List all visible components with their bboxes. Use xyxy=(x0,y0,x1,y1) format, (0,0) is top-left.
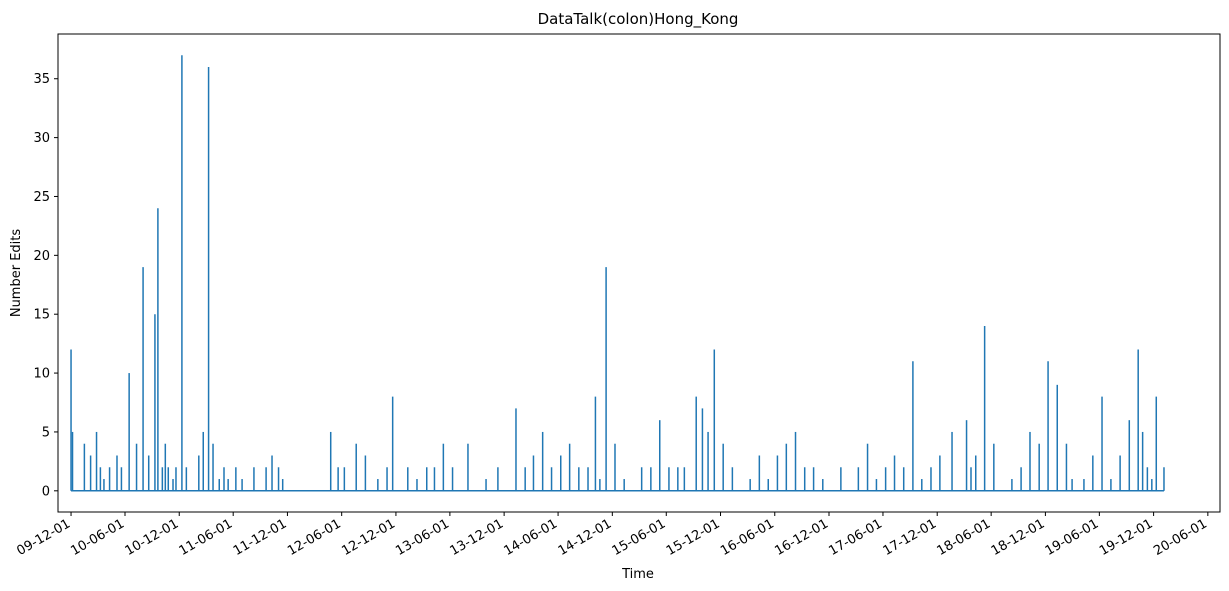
x-axis-label: Time xyxy=(621,567,654,582)
x-tick-label: 20-06-01 xyxy=(1151,516,1210,558)
y-tick-label: 30 xyxy=(33,131,50,146)
x-tick-label: 18-12-01 xyxy=(989,516,1048,558)
y-tick-label: 35 xyxy=(33,72,50,87)
y-axis-ticks: 0 5 10 15 20 25 30 35 xyxy=(33,72,58,499)
x-tick-label: 17-06-01 xyxy=(826,516,885,558)
x-tick-label: 14-12-01 xyxy=(556,516,615,558)
x-tick-label: 15-12-01 xyxy=(664,516,723,558)
y-tick-label: 0 xyxy=(42,484,50,499)
x-tick-label: 15-06-01 xyxy=(610,516,669,558)
x-tick-label: 11-06-01 xyxy=(177,516,236,558)
y-tick-label: 5 xyxy=(42,425,50,440)
x-tick-label: 18-06-01 xyxy=(935,516,994,558)
x-axis-ticks: 09-12-0110-06-0110-12-0111-06-0111-12-01… xyxy=(14,512,1210,559)
x-tick-label: 09-12-01 xyxy=(14,516,73,558)
x-tick-label: 19-06-01 xyxy=(1043,516,1102,558)
x-tick-label: 12-06-01 xyxy=(285,516,344,558)
x-tick-label: 10-12-01 xyxy=(123,516,182,558)
x-tick-label: 17-12-01 xyxy=(881,516,940,558)
x-tick-label: 16-12-01 xyxy=(772,516,831,558)
y-tick-label: 10 xyxy=(33,367,50,382)
y-tick-label: 20 xyxy=(33,249,50,264)
x-tick-label: 12-12-01 xyxy=(339,516,398,558)
y-tick-label: 25 xyxy=(33,190,50,205)
plot-frame xyxy=(57,33,1221,513)
y-axis-label: Number Edits xyxy=(9,229,24,318)
x-tick-label: 16-06-01 xyxy=(718,516,777,558)
plot-area xyxy=(70,55,1165,492)
y-tick-label: 15 xyxy=(33,308,50,323)
x-tick-label: 19-12-01 xyxy=(1097,516,1156,558)
x-tick-label: 11-12-01 xyxy=(231,516,290,558)
x-tick-label: 13-12-01 xyxy=(448,516,507,558)
x-tick-label: 10-06-01 xyxy=(68,516,127,558)
x-tick-label: 14-06-01 xyxy=(501,516,560,558)
x-tick-label: 13-06-01 xyxy=(393,516,452,558)
chart-title: DataTalk(colon)Hong_Kong xyxy=(538,10,739,29)
